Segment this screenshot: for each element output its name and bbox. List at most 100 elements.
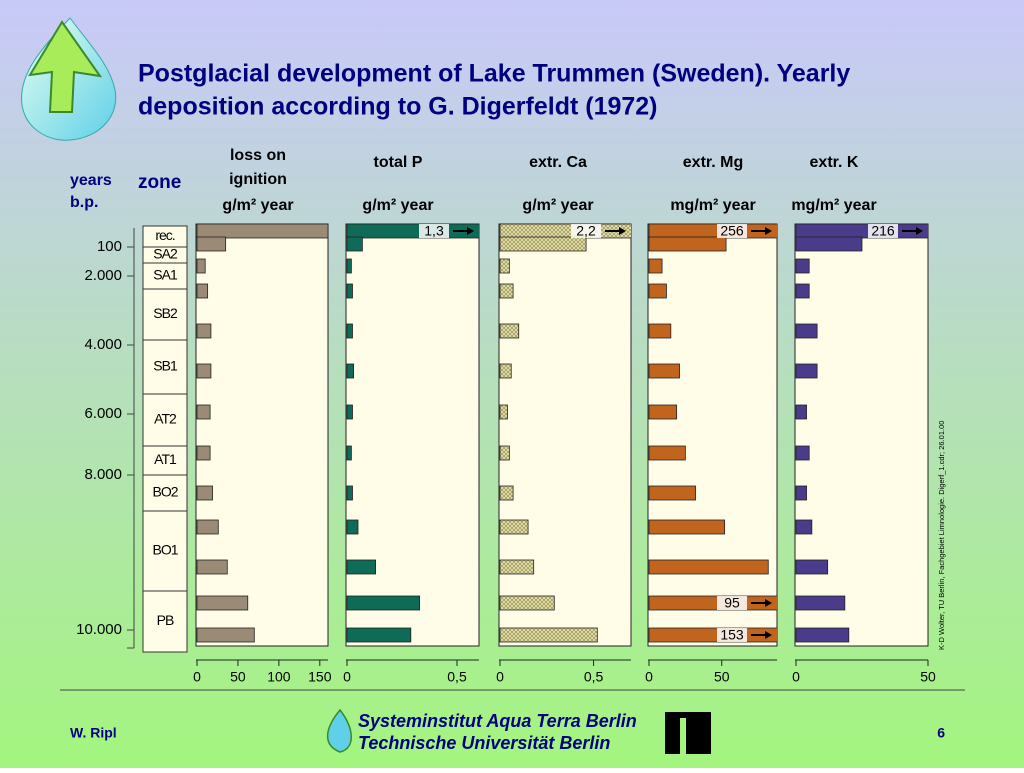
panel: total P g/m² year 1,3 0 0,5 bbox=[343, 154, 480, 685]
bar bbox=[648, 519, 726, 535]
age-label: years bbox=[70, 172, 112, 189]
bar bbox=[795, 283, 810, 299]
age-tick-label: 10.000 bbox=[76, 621, 122, 638]
bar bbox=[499, 236, 587, 252]
bar bbox=[346, 485, 353, 501]
value-label: 153 bbox=[720, 627, 744, 643]
panel-unit: g/m² year bbox=[522, 197, 593, 214]
overflow-arrowhead bbox=[916, 227, 923, 235]
bar bbox=[795, 559, 829, 575]
zone-label: zone bbox=[138, 172, 181, 193]
panel-unit: mg/m² year bbox=[791, 197, 876, 214]
bar bbox=[196, 283, 209, 299]
bar bbox=[346, 445, 352, 461]
zone-name: BO2 bbox=[152, 484, 178, 500]
plot-area bbox=[195, 223, 329, 647]
logo bbox=[21, 17, 117, 141]
age-tick-label: 6.000 bbox=[84, 405, 122, 422]
plot-area bbox=[498, 223, 632, 647]
bar bbox=[196, 559, 228, 575]
zone-name: AT2 bbox=[154, 411, 177, 427]
logo-small bbox=[326, 708, 352, 753]
value-label: 216 bbox=[871, 223, 895, 239]
bar bbox=[795, 236, 863, 252]
bar bbox=[196, 323, 212, 339]
bar bbox=[648, 559, 769, 575]
bar bbox=[346, 595, 420, 611]
value-label-bg bbox=[571, 224, 601, 238]
zone-box bbox=[142, 339, 188, 395]
panel: loss on ignition g/m² year 0 50 100 150 bbox=[193, 147, 332, 684]
value-label-bg bbox=[868, 224, 898, 238]
tu-logo-gap bbox=[680, 718, 686, 754]
zone-name: SB2 bbox=[153, 305, 178, 321]
value-label-bg bbox=[717, 224, 747, 238]
value-label: 2,2 bbox=[576, 223, 596, 239]
age-tick-label: 2.000 bbox=[84, 267, 122, 284]
bar bbox=[499, 627, 598, 643]
zone-name: PB bbox=[157, 612, 174, 628]
bar bbox=[648, 258, 663, 274]
age-tick-label: 8.000 bbox=[84, 466, 122, 483]
zone-box bbox=[142, 510, 188, 592]
bar bbox=[648, 283, 667, 299]
bar bbox=[648, 404, 678, 420]
age-label: b.p. bbox=[70, 194, 98, 211]
bar bbox=[196, 519, 219, 535]
panel-header: extr. Ca bbox=[529, 154, 587, 171]
bar bbox=[499, 258, 510, 274]
bar bbox=[648, 236, 727, 252]
bar bbox=[196, 445, 211, 461]
bar bbox=[795, 258, 810, 274]
overflow-arrowhead bbox=[619, 227, 626, 235]
bar bbox=[346, 283, 353, 299]
bar bbox=[499, 595, 555, 611]
bars bbox=[196, 224, 328, 643]
value-label-bg bbox=[717, 596, 747, 610]
plot-area bbox=[647, 223, 778, 647]
logo-text: Systeminstitut Aqua Terra Berlin bbox=[358, 711, 637, 731]
bar bbox=[196, 485, 213, 501]
panel-header: total P bbox=[374, 154, 423, 171]
author: W. Ripl bbox=[70, 725, 117, 741]
bar bbox=[795, 519, 813, 535]
panel: extr. Mg mg/m² year 256 95 153 0 50 bbox=[645, 154, 778, 685]
x-tick-label: 0,5 bbox=[584, 669, 604, 685]
bar bbox=[196, 363, 212, 379]
figure: Postglacial development of Lake Trummen … bbox=[70, 60, 946, 754]
overflow-arrowhead bbox=[765, 599, 772, 607]
plot-area bbox=[794, 223, 929, 647]
bar bbox=[648, 323, 672, 339]
x-tick-label: 50 bbox=[714, 669, 730, 685]
bar bbox=[346, 404, 353, 420]
bar bbox=[499, 445, 510, 461]
x-tick-label: 150 bbox=[308, 669, 332, 685]
zone-box bbox=[142, 288, 188, 341]
x-tick-label: 50 bbox=[230, 669, 246, 685]
bar bbox=[499, 283, 514, 299]
bar bbox=[499, 404, 508, 420]
value-label-bg bbox=[419, 224, 449, 238]
bar bbox=[499, 323, 520, 339]
bar bbox=[346, 519, 359, 535]
tu-logo bbox=[665, 712, 711, 754]
bar bbox=[795, 363, 818, 379]
x-tick-label: 0 bbox=[792, 669, 800, 685]
value-label-bg bbox=[717, 628, 747, 642]
zone-box bbox=[142, 590, 188, 653]
zone-name: SA2 bbox=[153, 246, 178, 262]
panel: extr. Ca g/m² year 2,2 0 0,5 bbox=[496, 154, 632, 685]
panel-header: loss on bbox=[230, 147, 286, 164]
bar bbox=[648, 363, 680, 379]
zone-name: SA1 bbox=[153, 267, 178, 283]
bar bbox=[499, 363, 512, 379]
panel-header: extr. Mg bbox=[683, 154, 743, 171]
x-tick-label: 100 bbox=[267, 669, 291, 685]
bar bbox=[795, 404, 807, 420]
x-tick-label: 0 bbox=[343, 669, 351, 685]
bar bbox=[795, 485, 807, 501]
bar bbox=[196, 258, 206, 274]
x-tick-label: 0 bbox=[193, 669, 201, 685]
